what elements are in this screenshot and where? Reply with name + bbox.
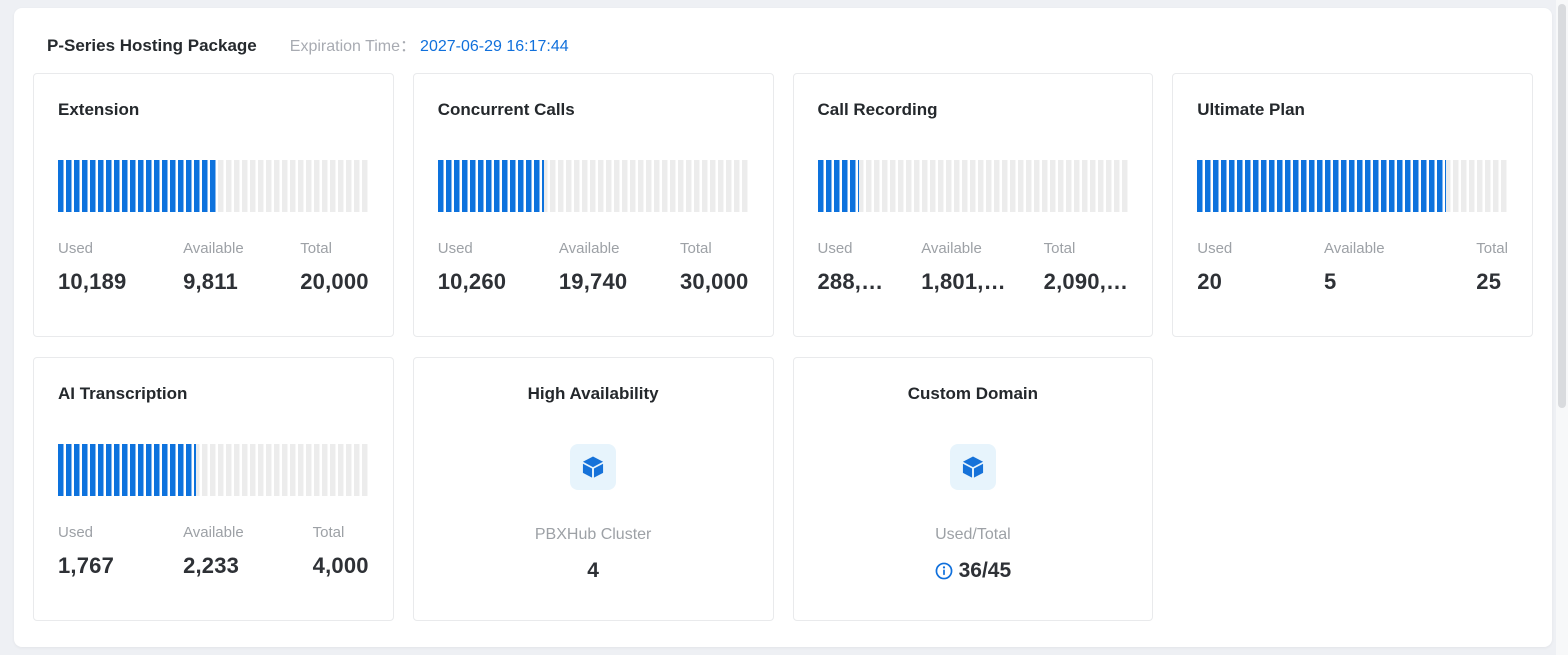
card-sub-label: Used/Total (935, 526, 1011, 543)
stats-row: Used 10,260 Available 19,740 Total 30,00… (438, 240, 749, 295)
stat-available: Available 1,801,… (921, 240, 1006, 294)
usage-meter (1197, 160, 1508, 212)
card-title: Extension (58, 100, 140, 119)
stat-total: Total 30,000 (680, 240, 749, 294)
usage-meter (58, 160, 369, 212)
usage-meter-fill (1197, 160, 1446, 212)
stat-total: Total 4,000 (312, 524, 369, 578)
cube-icon (949, 444, 996, 490)
scrollbar-thumb[interactable] (1558, 4, 1566, 408)
card-value: 36/45 (818, 559, 1129, 583)
stat-used: Used 10,189 (58, 240, 127, 294)
usage-meter-fill (58, 160, 217, 212)
card-ultimate-plan: Ultimate Plan Used 20 Available 5 Total … (1172, 73, 1533, 337)
card-ai-transcription: AI Transcription Used 1,767 Available 2,… (33, 357, 394, 621)
usage-meter-fill (817, 160, 860, 212)
panel-header: P-Series Hosting Package Expiration Time… (33, 32, 1533, 56)
stats-row: Used 10,189 Available 9,811 Total 20,000 (58, 240, 369, 295)
stat-available: Available 5 (1323, 240, 1385, 294)
page-title: P-Series Hosting Package (47, 36, 257, 55)
usage-meter-fill (437, 160, 545, 212)
card-value: 4 (587, 559, 599, 582)
stat-used: Used 1,767 (58, 524, 115, 578)
hosting-package-panel: P-Series Hosting Package Expiration Time… (14, 8, 1552, 647)
card-high-availability: High Availability PBXHub Cluster 4 (412, 357, 774, 621)
usage-meter (58, 444, 369, 496)
cube-icon (570, 444, 617, 490)
stats-row: Used 20 Available 5 Total 25 (1197, 240, 1508, 295)
info-icon[interactable] (935, 562, 953, 580)
stat-used: Used 10,260 (437, 240, 507, 294)
stat-total: Total 20,000 (300, 240, 369, 294)
usage-meter (437, 160, 749, 212)
stat-used: Used 288,… (817, 240, 884, 294)
card-concurrent-calls: Concurrent Calls Used 10,260 Available 1… (412, 73, 774, 337)
stat-used: Used 20 (1197, 240, 1233, 294)
stats-row: Used 1,767 Available 2,233 Total 4,000 (58, 524, 369, 579)
stat-available: Available 19,740 (558, 240, 628, 294)
card-title: Custom Domain (907, 384, 1039, 403)
stat-available: Available 9,811 (183, 240, 244, 294)
card-call-recording: Call Recording Used 288,… Available 1,80… (792, 73, 1154, 337)
card-sub-label: PBXHub Cluster (534, 526, 652, 543)
card-title: Concurrent Calls (437, 100, 575, 119)
expiration-time-value: 2027-06-29 16:17:44 (420, 38, 569, 55)
card-title: High Availability (527, 384, 659, 403)
usage-meter-fill (58, 444, 196, 496)
stats-row: Used 288,… Available 1,801,… Total 2,090… (818, 240, 1129, 295)
card-extension: Extension Used 10,189 Available 9,811 To… (33, 73, 394, 337)
card-title: Ultimate Plan (1197, 100, 1305, 119)
expiration-time-label: Expiration Time： (289, 38, 417, 55)
scrollbar-track[interactable] (1556, 0, 1568, 655)
usage-meter (817, 160, 1129, 212)
card-title: AI Transcription (58, 384, 188, 403)
stat-total: Total 2,090,… (1043, 240, 1129, 294)
stat-total: Total 25 (1476, 240, 1508, 294)
card-custom-domain: Custom Domain Used/Total 36/45 (792, 357, 1154, 621)
stat-available: Available 2,233 (183, 524, 244, 578)
cards-grid: Extension Used 10,189 Available 9,811 To… (33, 73, 1533, 621)
card-title: Call Recording (817, 100, 938, 119)
